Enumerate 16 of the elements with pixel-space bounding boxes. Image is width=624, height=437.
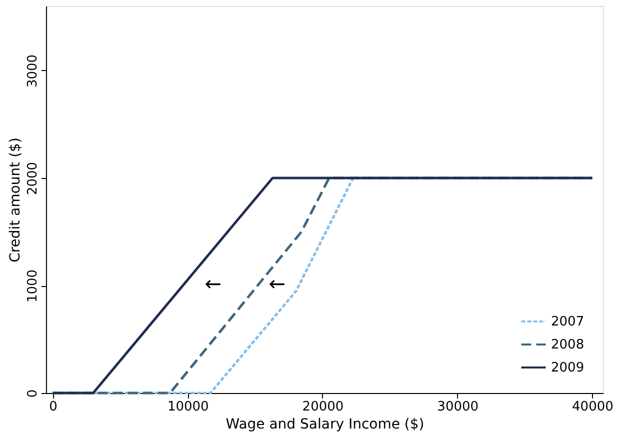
- legend-label: 2009: [551, 360, 584, 376]
- annotation: ←: [204, 272, 222, 296]
- x-tick-label: 40000: [572, 400, 614, 414]
- legend-label: 2007: [551, 314, 584, 330]
- x-axis-title: Wage and Salary Income ($): [226, 416, 424, 432]
- y-tick-label: 3000: [26, 54, 40, 88]
- y-tick-label: 2000: [26, 162, 40, 196]
- x-tick-label: 20000: [302, 400, 344, 414]
- annotation: ←: [268, 272, 286, 296]
- y-axis-title: Credit amount ($): [8, 138, 24, 262]
- legend-label: 2008: [551, 338, 584, 352]
- y-tick-label: 0: [26, 389, 40, 398]
- x-tick-label: 10000: [167, 400, 209, 414]
- x-tick-label: 0: [49, 400, 58, 414]
- x-tick-label: 30000: [437, 400, 479, 414]
- y-tick-label: 1000: [26, 269, 40, 303]
